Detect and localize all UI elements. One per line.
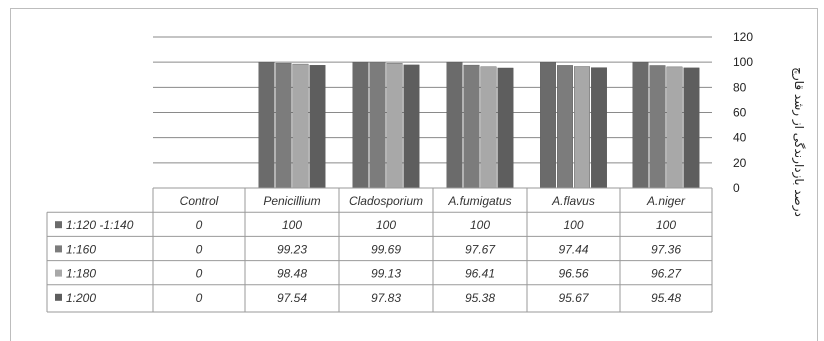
bar — [386, 63, 403, 189]
bar — [292, 63, 309, 189]
data-label: 100 — [282, 218, 302, 232]
y-tick-label: 20 — [733, 156, 747, 170]
category-label: A.niger — [646, 194, 686, 208]
data-label: 99.69 — [371, 242, 401, 256]
bar — [446, 61, 463, 189]
data-label: 100 — [376, 218, 396, 232]
bar — [258, 61, 275, 189]
bar — [666, 66, 683, 189]
bar — [649, 65, 666, 189]
legend-label: 1:160 — [66, 242, 96, 256]
data-label: 0 — [196, 267, 203, 281]
data-label: 96.41 — [465, 267, 495, 281]
category-label: Cladosporium — [349, 194, 423, 208]
bar — [463, 64, 480, 189]
data-label: 0 — [196, 242, 203, 256]
data-label: 95.38 — [465, 291, 495, 305]
bar — [352, 61, 369, 189]
bar — [540, 61, 556, 189]
bar — [275, 62, 292, 189]
bar — [574, 66, 590, 189]
y-tick-label: 40 — [733, 131, 747, 145]
data-label: 100 — [563, 218, 583, 232]
legend-swatch — [55, 221, 62, 229]
bar — [403, 64, 420, 189]
data-label: 97.36 — [651, 242, 681, 256]
data-label: 98.48 — [277, 267, 307, 281]
bar — [309, 65, 326, 189]
data-label: 95.48 — [651, 291, 681, 305]
y-tick-label: 0 — [733, 181, 740, 195]
data-label: 96.27 — [651, 267, 682, 281]
bar — [480, 66, 497, 189]
y-tick-label: 120 — [733, 30, 753, 44]
category-label: Control — [180, 194, 219, 208]
data-label: 99.13 — [371, 267, 401, 281]
legend-label: 1:200 — [66, 291, 96, 305]
gridlines — [153, 36, 712, 189]
data-label: 97.44 — [558, 242, 588, 256]
bar — [557, 65, 573, 189]
legend-label: 1:180 — [66, 267, 96, 281]
chart-frame — [10, 8, 818, 341]
legend-swatch — [55, 269, 62, 277]
data-label: 0 — [196, 218, 203, 232]
data-label: 100 — [470, 218, 490, 232]
category-label: A.flavus — [551, 194, 595, 208]
bars — [258, 61, 700, 189]
data-label: 95.67 — [558, 291, 589, 305]
data-table: Control Penicillium Cladosporium A.fumigatu… — [46, 187, 713, 313]
bar — [632, 61, 649, 189]
data-label: 97.54 — [277, 291, 307, 305]
bar — [683, 67, 700, 189]
data-label: 0 — [196, 291, 203, 305]
data-label: 100 — [656, 218, 676, 232]
data-label: 97.83 — [371, 291, 401, 305]
data-label: 99.23 — [277, 242, 307, 256]
legend-swatch — [55, 245, 62, 253]
legend-label: 1:120 -1:140 — [66, 218, 134, 232]
bar — [369, 62, 386, 189]
y-tick-label: 80 — [733, 80, 747, 94]
data-label: 96.56 — [558, 267, 588, 281]
y-tick-label: 100 — [733, 55, 753, 69]
y-axis-title: درصد بازدارندگی از رشد قارچ — [791, 67, 806, 217]
y-axis-ticks: 0 20 40 60 80 100 120 — [733, 30, 753, 195]
y-tick-label: 60 — [733, 106, 747, 120]
bar — [497, 67, 514, 189]
legend-swatch — [55, 293, 62, 301]
bar — [591, 67, 607, 189]
category-label: A.fumigatus — [447, 194, 511, 208]
data-label: 97.67 — [465, 242, 496, 256]
category-label: Penicillium — [263, 194, 320, 208]
